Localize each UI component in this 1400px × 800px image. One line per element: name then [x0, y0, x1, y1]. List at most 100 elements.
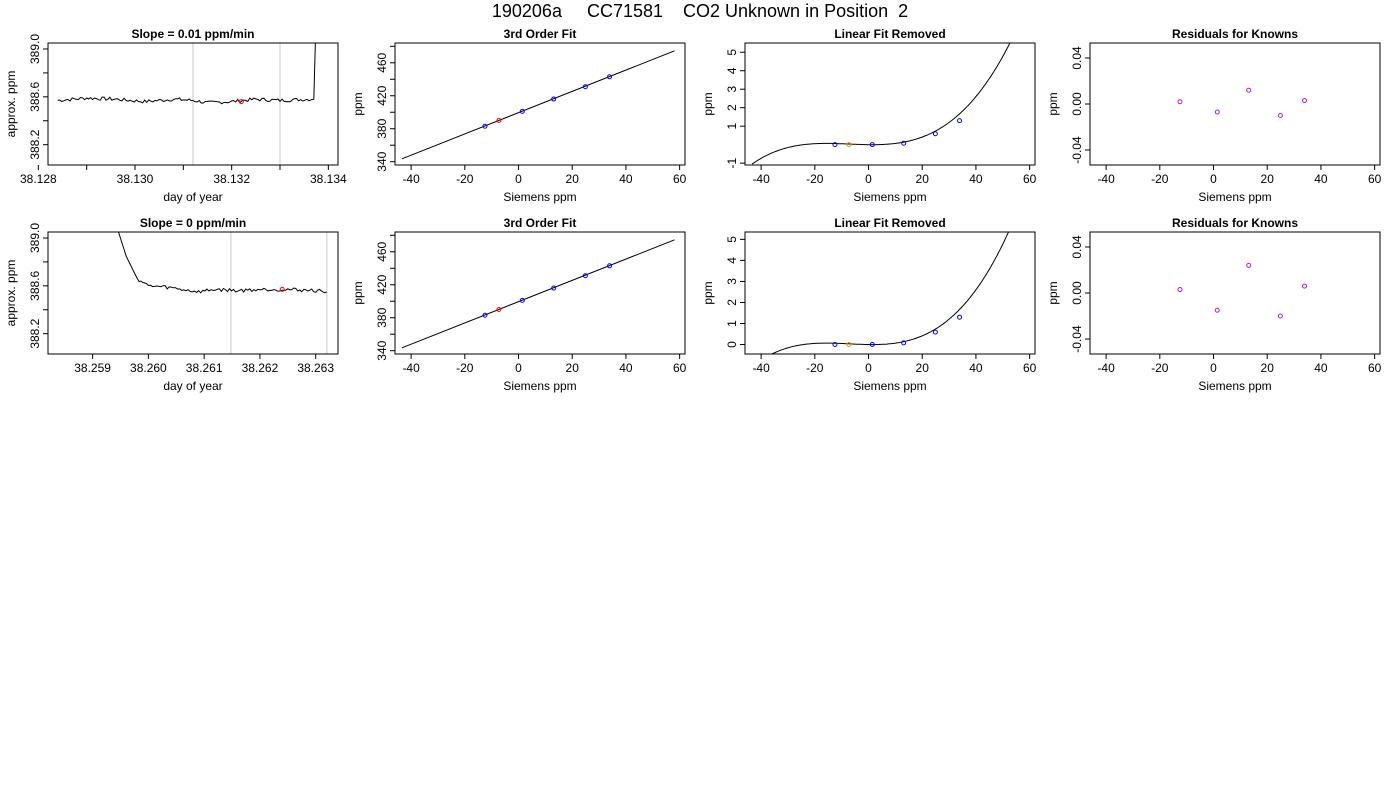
panel-1-3-residual-point — [1277, 313, 1283, 319]
panel-0-1-y-tick-label: 420 — [375, 85, 389, 105]
panel-0-1-xlabel: Siemens ppm — [503, 190, 576, 204]
panel-1-2-standard-point — [832, 342, 838, 348]
panel-0-0-plot-area — [57, 43, 316, 165]
panel-1-0-frame — [47, 231, 339, 355]
panel-1-3-residual-point — [1177, 287, 1183, 293]
panel-1-3-x-tick-label: 0 — [1210, 361, 1217, 375]
panel-1-1-standard-point — [551, 285, 557, 291]
panel-0-0-y-tick-label: 388.6 — [28, 81, 42, 111]
panel-0-2-x-tick-label: 20 — [916, 172, 930, 186]
panel-0-3-y-tick-label: 0.04 — [1070, 46, 1084, 70]
panel-0-3-x-tick-label: -20 — [1151, 172, 1169, 186]
panel-1-2-xlabel: Siemens ppm — [853, 379, 926, 393]
panel-1-3-plot-area — [1177, 262, 1308, 319]
panel-1-3-xlabel: Siemens ppm — [1198, 379, 1271, 393]
panel-0-1-title: 3rd Order Fit — [504, 27, 577, 41]
panel-0-3-y-tick-label: -0.04 — [1070, 136, 1084, 164]
panel-1-3-x-tick-label: 20 — [1261, 361, 1275, 375]
panel-0-1-ylabel: ppm — [351, 92, 365, 115]
panel-0-2-standard-point — [932, 131, 938, 137]
panel-0-3-x-tick-label: 0 — [1210, 172, 1217, 186]
panel-0-2-y-tick-label: -1 — [725, 157, 739, 168]
panel-0-1-plot-area — [401, 50, 675, 160]
panel-0-2-standard-point — [957, 118, 963, 124]
panel-0-2-y-tick-label: 4 — [725, 67, 739, 74]
panel-1-1-x-tick-label: 0 — [515, 361, 522, 375]
panel-1-0-trace-line — [117, 232, 328, 294]
panel-1-0-ylabel: approx. ppm — [4, 260, 18, 327]
panel-0-2-x-tick-label: 40 — [969, 172, 983, 186]
panel-1-1-standard-point — [582, 273, 588, 279]
panel-1-2-y-tick-label: 3 — [725, 278, 739, 285]
panel-1-2-x-tick-label: 20 — [916, 361, 930, 375]
panel-0-3-x-tick-label: 40 — [1314, 172, 1328, 186]
panel-0-2-plot-area — [751, 43, 1011, 165]
panel-1-2-y-tick-label: 5 — [725, 236, 739, 243]
panel-0-0-y-tick-label: 389.0 — [28, 34, 42, 64]
panel-0-3-x-tick-label: 60 — [1368, 172, 1382, 186]
panel-0-1-y-tick-label: 340 — [375, 151, 389, 171]
panel-0-1-standard-point — [551, 96, 557, 102]
panel-0-2-frame — [744, 42, 1036, 166]
panel-0-2-standard-point — [869, 142, 875, 148]
panel-1-2-y-tick-label: 4 — [725, 257, 739, 264]
panel-0-1-x-tick-label: -40 — [402, 172, 420, 186]
panel-1-3-y-tick-label: 0.04 — [1070, 235, 1084, 259]
panel-0-3-y-tick-label: 0.00 — [1070, 92, 1084, 116]
panel-0-2-x-tick-label: 0 — [865, 172, 872, 186]
panel-1-1-x-tick-label: -20 — [456, 361, 474, 375]
panel-1-2-standard-point — [869, 342, 875, 348]
panel-1-1-ylabel: ppm — [351, 281, 365, 304]
panel-1-1-y-tick-label: 460 — [375, 241, 389, 261]
panel-0-0-y-tick-label: 388.2 — [28, 129, 42, 159]
panel-0-1-unknown-point — [496, 117, 502, 123]
panel-0-0-frame — [47, 42, 339, 166]
panel-1-3-x-tick-label: -40 — [1097, 361, 1115, 375]
panel-1-2-plot-area — [770, 232, 1010, 354]
panel-1-0-x-tick-label: 38.260 — [130, 361, 167, 375]
panel-0-3-frame — [1089, 42, 1381, 166]
panel-1-3-x-tick-label: -20 — [1151, 361, 1169, 375]
panel-0-2-y-tick-label: 1 — [725, 123, 739, 130]
panel-0-1-frame — [394, 42, 686, 166]
panel-0-2-ylabel: ppm — [701, 92, 715, 115]
panel-0-2-x-tick-label: -20 — [806, 172, 824, 186]
panel-1-3-frame — [1089, 231, 1381, 355]
panel-0-3-plot-area — [1177, 87, 1308, 119]
panel-1-2-standard-point — [957, 314, 963, 320]
panel-0-2-x-tick-label: -40 — [752, 172, 770, 186]
panel-1-3-x-tick-label: 60 — [1368, 361, 1382, 375]
panel-0-2-y-tick-label: 2 — [725, 104, 739, 111]
panel-1-2-unknown-point — [846, 342, 852, 348]
panel-0-1-x-tick-label: 20 — [566, 172, 580, 186]
panel-1-2-fit-curve — [770, 232, 1010, 354]
panel-1-0-x-tick-label: 38.263 — [297, 361, 334, 375]
panel-0-0-x-tick-label: 38.132 — [213, 172, 250, 186]
panel-1-1-y-tick-label: 380 — [375, 307, 389, 327]
panel-1-2-x-tick-label: 60 — [1023, 361, 1037, 375]
panel-1-3-residual-point — [1302, 283, 1308, 289]
panel-1-3-y-tick-label: 0.00 — [1070, 281, 1084, 305]
panel-1-1-x-tick-label: -40 — [402, 361, 420, 375]
panel-1-0-plot-area — [117, 232, 328, 354]
panel-0-2-standard-point — [832, 142, 838, 148]
panel-0-0-title: Slope = 0.01 ppm/min — [131, 27, 254, 41]
panel-0-1-x-tick-label: 40 — [619, 172, 633, 186]
panel-1-0-x-tick-label: 38.261 — [186, 361, 223, 375]
panel-1-0-xlabel: day of year — [163, 379, 222, 393]
panel-0-1-standard-point — [482, 123, 488, 129]
panel-1-1-standard-point — [607, 263, 613, 269]
panel-1-0-y-tick-label: 389.0 — [28, 223, 42, 253]
panel-0-1-y-tick-label: 460 — [375, 52, 389, 72]
panel-0-2-y-tick-label: 5 — [725, 49, 739, 56]
panel-0-0-unknown-marker — [238, 99, 244, 105]
panel-0-1-x-tick-label: 0 — [515, 172, 522, 186]
panel-0-0-x-tick-label: 38.134 — [310, 172, 347, 186]
panel-0-2-unknown-point — [846, 142, 852, 148]
panel-0-1-standard-point — [582, 84, 588, 90]
panel-1-2-y-tick-label: 2 — [725, 299, 739, 306]
panel-1-3-residual-point — [1214, 307, 1220, 313]
panel-1-1-frame — [394, 231, 686, 355]
panel-0-1-standard-point — [519, 108, 525, 114]
